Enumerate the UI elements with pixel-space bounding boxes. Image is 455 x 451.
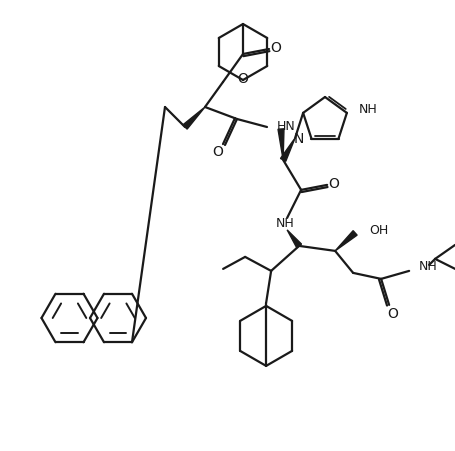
Text: NH: NH [275, 217, 294, 230]
Polygon shape [182, 107, 205, 129]
Polygon shape [334, 230, 356, 251]
Text: N: N [293, 132, 304, 146]
Polygon shape [287, 230, 301, 248]
Text: NH: NH [418, 260, 437, 273]
Text: HN: HN [276, 120, 295, 133]
Polygon shape [280, 138, 294, 161]
Text: O: O [212, 145, 223, 159]
Text: NH: NH [358, 103, 377, 116]
Text: O: O [387, 307, 398, 321]
Text: O: O [270, 41, 281, 55]
Text: OH: OH [368, 225, 388, 237]
Text: O: O [237, 72, 248, 86]
Text: O: O [328, 177, 339, 191]
Polygon shape [278, 129, 283, 160]
